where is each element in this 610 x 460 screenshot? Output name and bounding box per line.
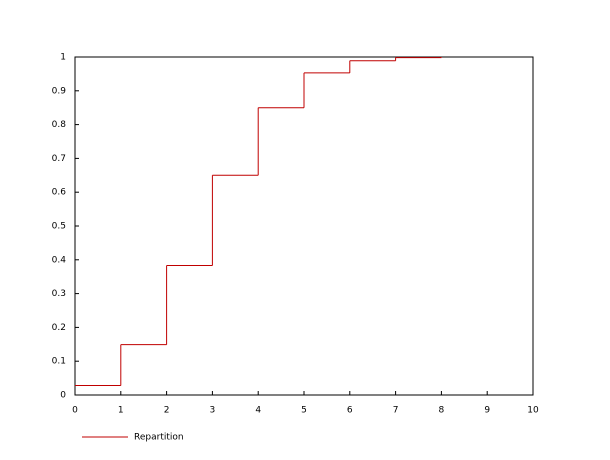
x-tick-label: 2: [164, 406, 170, 416]
x-tick-label: 5: [301, 406, 307, 416]
x-tick-label: 3: [210, 406, 216, 416]
y-tick-label: 0.5: [52, 222, 66, 232]
x-tick-label: 4: [255, 406, 261, 416]
y-tick-label: 0: [60, 391, 66, 401]
y-tick-label: 0.3: [52, 289, 66, 299]
y-tick-label: 1: [60, 53, 66, 63]
legend-label: Repartition: [134, 433, 184, 443]
y-tick-label: 0.4: [52, 255, 67, 265]
y-tick-label: 0.2: [52, 323, 66, 333]
x-tick-label: 7: [393, 406, 399, 416]
y-tick-label: 0.9: [52, 86, 67, 96]
x-tick-label: 0: [72, 406, 78, 416]
y-tick-label: 0.1: [52, 357, 66, 367]
x-tick-label: 6: [347, 406, 353, 416]
y-tick-label: 0.7: [52, 154, 66, 164]
y-tick-label: 0.8: [52, 120, 67, 130]
x-tick-label: 9: [484, 406, 490, 416]
x-tick-label: 10: [527, 406, 539, 416]
x-tick-label: 8: [439, 406, 445, 416]
x-tick-label: 1: [118, 406, 124, 416]
y-tick-label: 0.6: [52, 188, 67, 198]
